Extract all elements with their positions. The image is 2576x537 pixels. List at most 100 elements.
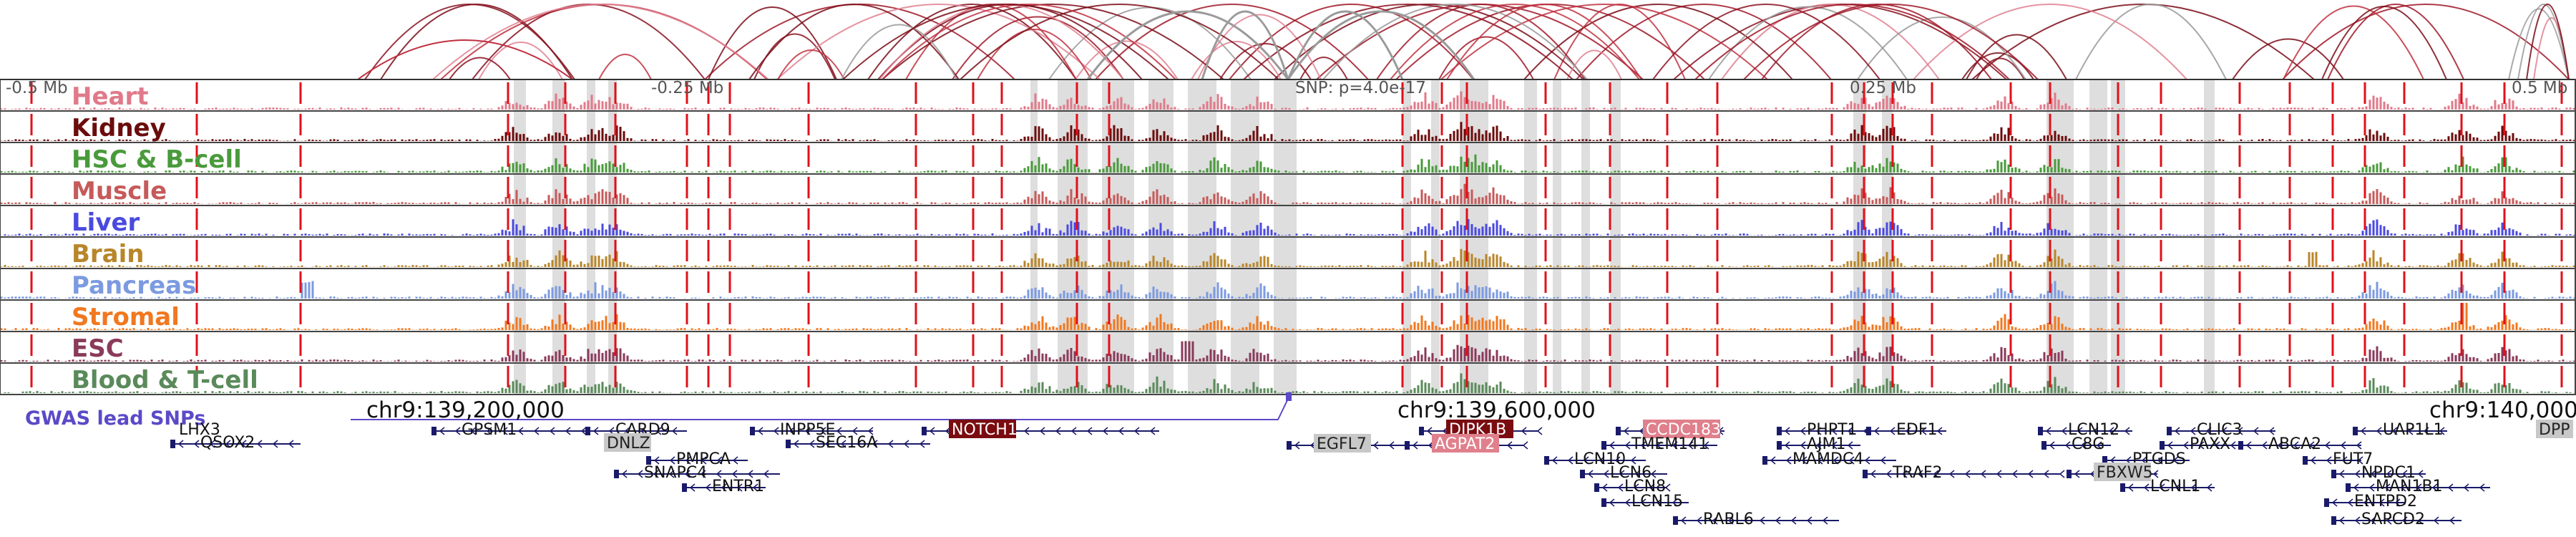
strand-chevron bbox=[2463, 483, 2469, 492]
strand-chevron bbox=[1634, 470, 1641, 478]
gene-annotation[interactable]: DPP bbox=[2536, 420, 2573, 439]
strand-chevron bbox=[1873, 427, 1880, 435]
strand-chevron bbox=[1551, 456, 1558, 465]
gwas-row: GWAS lead SNPs bbox=[25, 392, 1292, 430]
gene-annotation[interactable]: PMPCA bbox=[646, 450, 748, 468]
loop-arc bbox=[1438, 36, 1534, 80]
gene-label: DPP bbox=[2539, 421, 2570, 439]
gene-annotation[interactable]: RABL6 bbox=[1673, 511, 1839, 528]
gene-annotation[interactable]: PAXX bbox=[2160, 435, 2247, 453]
gene-annotation[interactable]: LHX3 bbox=[179, 421, 220, 439]
gene-annotation[interactable]: C8G bbox=[2041, 435, 2111, 453]
loop-arc bbox=[472, 4, 706, 80]
gene-annotation[interactable]: ENTR1 bbox=[682, 478, 766, 495]
loop-arc bbox=[1243, 4, 1574, 80]
signal-trace bbox=[0, 183, 2575, 204]
gene-annotation[interactable]: FBXW5 bbox=[2067, 463, 2159, 482]
gene-annotation[interactable]: GPSM1 bbox=[431, 421, 587, 439]
gene-annotation[interactable]: DNLZ bbox=[604, 433, 651, 453]
gene-annotation[interactable]: LCNL1 bbox=[2120, 478, 2215, 495]
gene-annotation[interactable]: QSOX2 bbox=[170, 434, 301, 452]
strand-chevron bbox=[919, 440, 925, 448]
gene-annotation[interactable]: ABCA2 bbox=[2238, 435, 2362, 453]
strand-chevron bbox=[2157, 456, 2163, 465]
gene-exon bbox=[614, 470, 619, 478]
loop-arc bbox=[1191, 41, 1282, 80]
coordinate-labels: chr9:139,200,000 chr9:139,600,000 chr9:1… bbox=[366, 397, 2576, 423]
gene-annotation[interactable]: INPP5E bbox=[750, 421, 874, 439]
strand-chevron bbox=[757, 427, 763, 435]
gene-annotation[interactable]: AGPAT2 bbox=[1405, 434, 1528, 453]
gene-annotation[interactable]: LCN8 bbox=[1594, 478, 1671, 495]
gene-annotation[interactable]: FUT7 bbox=[2303, 450, 2373, 468]
strand-chevron bbox=[763, 470, 769, 478]
loop-arc bbox=[2282, 4, 2570, 80]
strand-chevron bbox=[2143, 483, 2150, 492]
gene-annotation[interactable]: EDF1 bbox=[1866, 421, 1946, 439]
strand-chevron bbox=[1070, 427, 1077, 435]
gene-annotation[interactable]: LCN15 bbox=[1601, 493, 1689, 511]
gene-annotation[interactable]: LCN10 bbox=[1544, 450, 1646, 468]
gene-annotation[interactable]: LCN6 bbox=[1580, 464, 1667, 482]
strand-chevron bbox=[1388, 441, 1395, 450]
strand-chevron bbox=[565, 427, 571, 435]
strand-chevron bbox=[2092, 427, 2099, 435]
strand-chevron bbox=[2074, 470, 2080, 478]
gene-annotation[interactable]: PHPT1 bbox=[1777, 421, 1869, 439]
gene-annotation[interactable]: TMEM141 bbox=[1601, 435, 1717, 453]
strand-chevron bbox=[1633, 483, 1639, 492]
strand-chevron bbox=[2357, 456, 2363, 465]
strand-chevron bbox=[1917, 470, 1923, 478]
gene-exon bbox=[2331, 470, 2336, 478]
gene-annotation[interactable]: TRAF2 bbox=[1863, 464, 2065, 482]
gene-annotation[interactable]: CCDC183 bbox=[1616, 420, 1724, 439]
gene-annotation[interactable]: MAN1B1 bbox=[2346, 478, 2490, 495]
loop-arc bbox=[1721, 4, 1940, 80]
strand-chevron bbox=[809, 440, 815, 448]
strand-chevron bbox=[752, 483, 758, 492]
gene-annotation[interactable]: UAP1L1 bbox=[2353, 421, 2447, 439]
strand-chevron bbox=[1118, 427, 1124, 435]
strand-chevron bbox=[1901, 470, 1908, 478]
strand-chevron bbox=[2431, 483, 2438, 492]
loop-arc bbox=[2517, 4, 2570, 80]
gene-annotation[interactable]: NOTCH1 bbox=[922, 420, 1159, 439]
track-label: Blood & T-cell bbox=[72, 366, 258, 395]
gwas-snp-marker[interactable] bbox=[1286, 392, 1292, 401]
strand-chevron bbox=[1601, 483, 1608, 492]
gene-label: ABCA2 bbox=[2268, 435, 2321, 453]
loop-arc bbox=[1095, 4, 1369, 80]
gene-annotation[interactable]: LCN12 bbox=[2038, 421, 2132, 439]
strand-chevron bbox=[856, 440, 862, 448]
gene-annotation[interactable]: SEC16A bbox=[786, 434, 930, 452]
strand-chevron bbox=[1609, 498, 1615, 507]
gene-annotation[interactable]: EGFL7 bbox=[1287, 434, 1413, 453]
strand-chevron bbox=[684, 470, 691, 478]
gene-annotation[interactable]: SAPCD2 bbox=[2331, 511, 2462, 528]
strand-chevron bbox=[887, 440, 894, 448]
strand-chevron bbox=[1817, 456, 1823, 465]
strand-chevron bbox=[2384, 483, 2391, 492]
gene-annotation[interactable]: MAMDC4 bbox=[1762, 450, 1896, 468]
strand-chevron bbox=[2205, 427, 2212, 435]
gene-annotation[interactable]: NPDC1 bbox=[2331, 464, 2426, 482]
strand-chevron bbox=[685, 456, 691, 465]
strand-chevron bbox=[668, 470, 675, 478]
strand-chevron bbox=[2376, 427, 2382, 435]
strand-chevron bbox=[1672, 441, 1678, 450]
strand-chevron bbox=[1870, 470, 1876, 478]
loop-arc bbox=[1446, 4, 1642, 80]
strand-chevron bbox=[1680, 516, 1687, 525]
strand-chevron bbox=[773, 427, 779, 435]
strand-chevron bbox=[1133, 427, 1140, 435]
loop-arc bbox=[776, 4, 1101, 80]
gene-annotation[interactable]: CLIC3 bbox=[2167, 421, 2275, 439]
loop-arc-snp bbox=[1201, 10, 1289, 80]
gene-annotation[interactable]: ENTPD2 bbox=[2324, 493, 2417, 511]
strand-chevron bbox=[2338, 516, 2345, 525]
gene-annotation[interactable]: AJM1 bbox=[1777, 435, 1860, 453]
strand-chevron bbox=[2253, 427, 2259, 435]
gene-exon bbox=[1616, 427, 1621, 435]
gene-annotation[interactable]: SNAPC4 bbox=[614, 464, 780, 482]
